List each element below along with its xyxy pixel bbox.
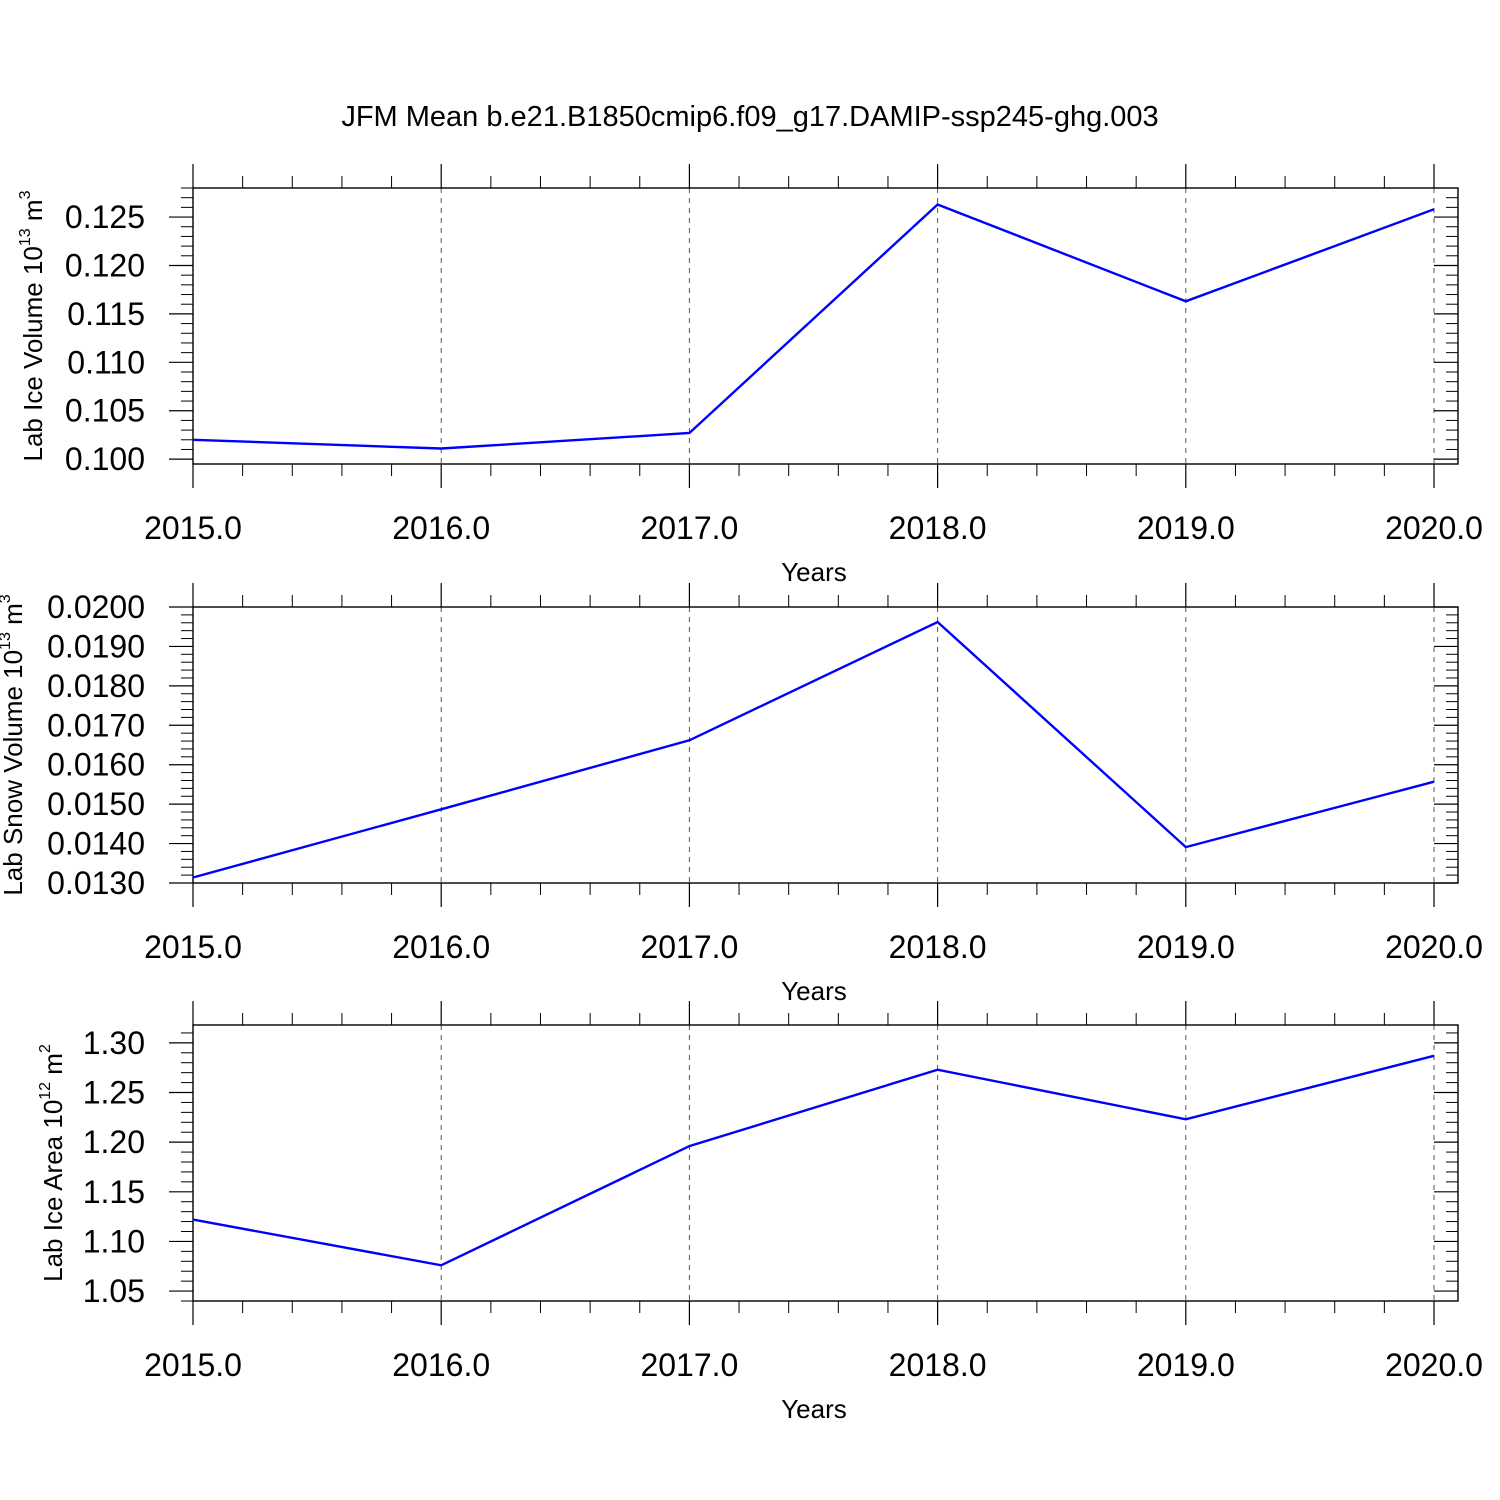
x-tick-label: 2017.0: [640, 510, 738, 546]
y-tick-label: 0.125: [65, 199, 145, 235]
chart-panel-3: 2015.0 2016.0 2017.0 2018.0 2019.0 2020.0 1.05…: [37, 1001, 1483, 1424]
y-tick-label: 1.10: [83, 1223, 145, 1259]
y-tick-label: 0.105: [65, 393, 145, 429]
x-tick-label: 2019.0: [1137, 929, 1235, 965]
x-tick-label: 2020.0: [1385, 510, 1483, 546]
x-tick-label: 2016.0: [392, 510, 490, 546]
chart-panel-2: 2015.0 2016.0 2017.0 2018.0 2019.0 2020.0 0.01…: [0, 583, 1483, 1006]
x-tick-label: 2019.0: [1137, 1347, 1235, 1383]
panels: 2015.0 2016.0 2017.0 2018.0 2019.0 2020.0 0.10…: [0, 164, 1483, 1424]
y-tick-label: 0.120: [65, 247, 145, 283]
y-tick-label: 1.30: [83, 1025, 145, 1061]
series-line: [192, 620, 1435, 879]
series-line: [192, 203, 1435, 450]
y-axis-label: Lab Snow Volume 1013 m3: [0, 594, 28, 895]
y-tick-label: 1.15: [83, 1174, 145, 1210]
x-tick-label: 2015.0: [144, 929, 242, 965]
x-tick-label: 2018.0: [889, 929, 987, 965]
y-tick-label: 0.0190: [47, 628, 145, 664]
y-tick-label: 0.115: [67, 296, 145, 332]
axes-frame: [192, 1024, 1459, 1302]
x-tick-label: 2015.0: [144, 510, 242, 546]
y-tick-label: 1.05: [83, 1273, 145, 1309]
x-tick-label: 2017.0: [640, 1347, 738, 1383]
x-tick-label: 2020.0: [1385, 1347, 1483, 1383]
x-axis-label: Years: [781, 557, 847, 587]
x-tick-label: 2020.0: [1385, 929, 1483, 965]
figure-title: JFM Mean b.e21.B1850cmip6.f09_g17.DAMIP-…: [341, 101, 1158, 133]
y-tick-label: 0.0130: [47, 865, 145, 901]
axes-frame: [192, 606, 1459, 884]
axes-frame: [192, 187, 1459, 465]
y-tick-label: 0.0200: [47, 589, 145, 625]
y-tick-label: 0.0170: [47, 707, 145, 743]
y-axis-label: Lab Ice Area 1012 m2: [37, 1044, 68, 1282]
x-tick-label: 2018.0: [889, 510, 987, 546]
y-tick-label: 1.20: [83, 1124, 145, 1160]
y-tick-label: 0.0150: [47, 786, 145, 822]
y-axis-label: Lab Ice Volume 1013 m3: [17, 190, 48, 461]
x-tick-label: 2016.0: [392, 929, 490, 965]
y-tick-label: 1.25: [83, 1075, 145, 1111]
y-tick-label: 0.0140: [47, 826, 145, 862]
y-tick-label: 0.0160: [47, 747, 145, 783]
x-axis-label: Years: [781, 1394, 847, 1424]
y-tick-label: 0.0180: [47, 668, 145, 704]
x-tick-label: 2016.0: [392, 1347, 490, 1383]
x-tick-label: 2017.0: [640, 929, 738, 965]
x-tick-label: 2015.0: [144, 1347, 242, 1383]
y-tick-label: 0.110: [67, 344, 145, 380]
x-tick-label: 2019.0: [1137, 510, 1235, 546]
x-tick-label: 2018.0: [889, 1347, 987, 1383]
chart-panel-1: 2015.0 2016.0 2017.0 2018.0 2019.0 2020.0 0.10…: [17, 164, 1483, 587]
x-axis-label: Years: [781, 976, 847, 1006]
series-line: [192, 1054, 1435, 1267]
y-tick-label: 0.100: [65, 441, 145, 477]
